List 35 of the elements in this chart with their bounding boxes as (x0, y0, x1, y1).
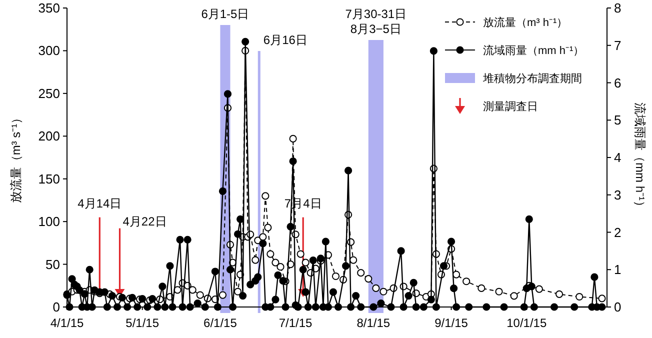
y-tick-label: 350 (38, 0, 60, 16)
x-tick-label: 6/1/15 (204, 316, 238, 330)
y2-tick-label: 6 (614, 75, 622, 90)
y2-tick-label: 2 (614, 224, 622, 240)
y-tick-label: 200 (38, 128, 60, 144)
annotation: 測量調査日 (483, 100, 538, 113)
y-tick-label: 0 (52, 300, 60, 314)
x-tick-label: 5/1/15 (126, 316, 160, 330)
y2-tick-label: 7 (614, 38, 622, 53)
y-tick-label: 150 (38, 171, 60, 186)
x-tick-label: 4/1/15 (50, 316, 84, 330)
x-tick-label: 8/1/15 (356, 316, 390, 330)
y2-tick-label: 8 (614, 0, 622, 16)
x-tick-label: 10/1/15 (506, 316, 547, 330)
y2-tick-label: 0 (614, 300, 622, 314)
ref-line-label: 4月14日 (78, 196, 122, 210)
y-axis-title: 放流量（m³ s⁻¹） (9, 112, 23, 204)
band-label: 7月30-31日 8月3−5日 (345, 7, 407, 36)
y2-tick-label: 3 (614, 187, 622, 202)
y-tick-label: 50 (46, 256, 60, 272)
y-tick-label: 300 (38, 43, 60, 58)
legend-label: 流域雨量（mm h⁻¹） (483, 44, 584, 57)
y-tick-label: 100 (38, 214, 60, 230)
band-label: 6月1-5日 (201, 7, 250, 21)
x-tick-label: 9/1/15 (434, 316, 468, 330)
annotation: 堆積物分布調査期間 (482, 72, 582, 85)
y2-axis-title: 流域雨量（mm h⁻¹） (633, 102, 647, 212)
band-label: 6月16日 (263, 33, 308, 47)
y2-tick-label: 5 (614, 112, 622, 128)
y2-tick-label: 1 (614, 262, 622, 278)
x-tick-label: 7/1/15 (278, 316, 313, 330)
y-tick-label: 250 (38, 86, 60, 101)
legend-label: 放流量（m³ h⁻¹） (483, 16, 568, 29)
ref-line-label: 4月22日 (122, 214, 167, 228)
y2-tick-label: 4 (614, 150, 622, 165)
